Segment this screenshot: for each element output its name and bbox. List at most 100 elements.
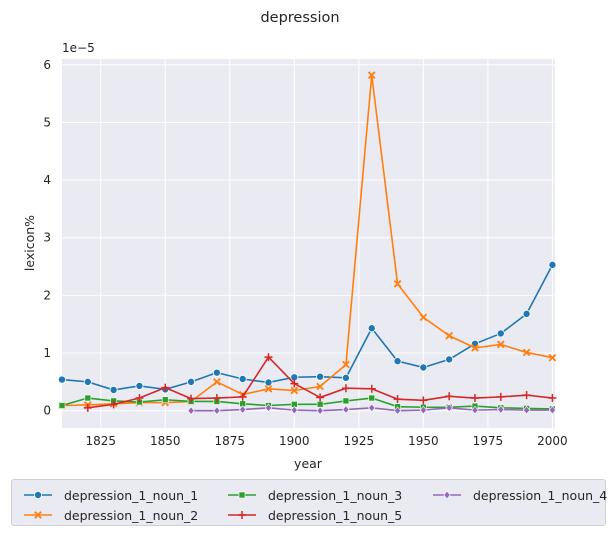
data-point (161, 383, 170, 392)
data-point (212, 368, 221, 377)
data-point (548, 405, 557, 415)
data-point (419, 405, 427, 415)
data-point (238, 392, 247, 401)
data-point (316, 393, 325, 402)
data-point (264, 384, 273, 393)
data-point (342, 405, 350, 414)
x-tick-label: 1850 (150, 434, 181, 448)
data-point (135, 394, 144, 403)
x-tick-label: 1900 (279, 434, 310, 448)
y-tick-label: 3 (43, 231, 51, 245)
data-point (83, 377, 92, 386)
data-point (419, 363, 428, 372)
y-tick-label: 5 (43, 115, 51, 129)
legend-marker (443, 490, 451, 500)
data-point (548, 260, 557, 269)
data-point (367, 71, 376, 79)
data-point (187, 377, 196, 386)
data-point (316, 406, 324, 415)
y-tick-label: 1 (43, 346, 51, 360)
data-point (316, 382, 324, 391)
data-point (522, 391, 531, 400)
data-point (135, 381, 144, 390)
data-point (342, 360, 350, 369)
x-tick-label: 1975 (473, 434, 504, 448)
x-tick-label: 1925 (344, 434, 375, 448)
data-point (548, 394, 557, 403)
data-point (341, 384, 350, 393)
data-point (342, 397, 350, 405)
data-point (368, 394, 376, 402)
legend-item: depression_1_noun_3 (226, 485, 402, 505)
data-point (445, 392, 454, 401)
data-point (264, 353, 273, 362)
data-point (341, 373, 350, 382)
data-point (471, 344, 479, 352)
data-point (290, 405, 298, 415)
data-point (212, 394, 221, 403)
legend-swatch (24, 511, 52, 519)
y-axis-scale-label: 1e−5 (62, 41, 95, 55)
y-tick-label: 0 (43, 404, 51, 418)
y-tick-label: 6 (43, 58, 51, 72)
legend-marker (34, 511, 42, 519)
x-tick-label: 1825 (85, 434, 116, 448)
legend-label: depression_1_noun_2 (64, 507, 199, 523)
data-point (393, 406, 402, 415)
legend-marker (238, 491, 246, 499)
legend-swatch (228, 491, 256, 499)
data-point (83, 403, 92, 412)
data-point (496, 340, 505, 349)
data-point (290, 379, 299, 388)
legend-label: depression_1_noun_4 (473, 487, 608, 503)
data-point (187, 394, 196, 403)
data-point (496, 392, 505, 401)
data-point (161, 396, 169, 404)
data-point (523, 405, 531, 415)
data-point (290, 386, 299, 395)
chart-title: depression (260, 10, 339, 26)
series-layer (58, 71, 557, 415)
data-point (213, 406, 221, 415)
data-point (471, 405, 479, 415)
data-point (393, 357, 402, 366)
series-depression_1_noun_5 (83, 353, 557, 412)
data-point (445, 331, 454, 340)
data-point (239, 405, 247, 414)
data-point (109, 400, 118, 409)
data-point (367, 324, 376, 333)
legend-label: depression_1_noun_1 (64, 487, 199, 503)
data-point (238, 374, 247, 383)
plot-area (62, 59, 555, 428)
grid (62, 59, 555, 428)
data-point (367, 384, 376, 393)
data-point (445, 403, 453, 413)
legend-marker (238, 511, 246, 519)
x-axis-label: year (294, 456, 323, 471)
data-point (187, 406, 195, 415)
legend-item: depression_1_noun_4 (431, 485, 607, 505)
data-point (213, 378, 221, 386)
data-point (264, 378, 273, 387)
data-point (522, 348, 531, 357)
legend: depression_1_noun_1 depression_1_noun_2 de… (11, 479, 607, 526)
data-point (368, 403, 376, 413)
data-point (58, 402, 66, 409)
legend-label: depression_1_noun_3 (268, 487, 403, 503)
series-depression_1_noun_4 (187, 403, 557, 415)
data-point (522, 309, 531, 318)
data-point (393, 280, 402, 288)
data-point (316, 372, 325, 381)
data-point (264, 403, 273, 413)
legend-swatch (433, 490, 461, 500)
x-tick-label: 1950 (408, 434, 439, 448)
data-point (497, 405, 505, 414)
data-point (109, 385, 118, 394)
x-tick-label: 1875 (215, 434, 246, 448)
legend-item: depression_1_noun_2 (22, 505, 198, 525)
data-point (58, 375, 67, 384)
legend-swatch (24, 491, 52, 499)
legend-swatch (228, 511, 256, 519)
data-point (445, 355, 454, 364)
